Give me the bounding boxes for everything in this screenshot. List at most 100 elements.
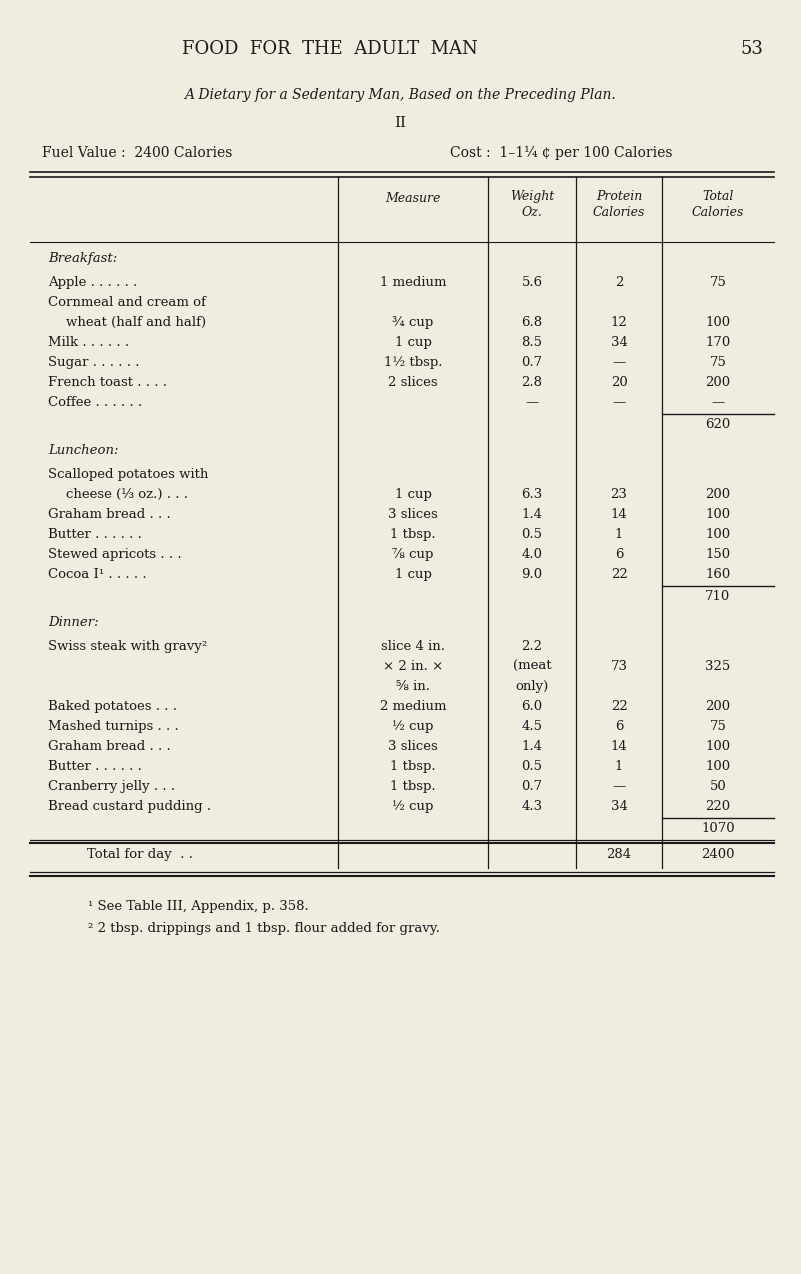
Text: Total
Calories: Total Calories: [692, 190, 744, 219]
Text: II: II: [394, 116, 406, 130]
Text: 6.0: 6.0: [521, 699, 542, 713]
Text: Baked potatoes . . .: Baked potatoes . . .: [48, 699, 177, 713]
Text: only): only): [515, 680, 549, 693]
Text: 1: 1: [615, 761, 623, 773]
Text: —: —: [711, 396, 725, 409]
Text: 170: 170: [706, 336, 731, 349]
Text: 1.4: 1.4: [521, 508, 542, 521]
Text: Graham bread . . .: Graham bread . . .: [48, 740, 171, 753]
Text: 1 cup: 1 cup: [395, 336, 432, 349]
Text: 22: 22: [610, 699, 627, 713]
Text: Stewed apricots . . .: Stewed apricots . . .: [48, 548, 182, 561]
Text: 6.8: 6.8: [521, 316, 542, 329]
Text: wheat (half and half): wheat (half and half): [66, 316, 206, 329]
Text: 200: 200: [706, 699, 731, 713]
Text: 12: 12: [610, 316, 627, 329]
Text: 5.6: 5.6: [521, 276, 542, 289]
Text: Total for day  . .: Total for day . .: [87, 848, 193, 861]
Text: 160: 160: [706, 568, 731, 581]
Text: A Dietary for a Sedentary Man, Based on the Preceding Plan.: A Dietary for a Sedentary Man, Based on …: [184, 88, 616, 102]
Text: 1½ tbsp.: 1½ tbsp.: [384, 355, 442, 369]
Text: Milk . . . . . .: Milk . . . . . .: [48, 336, 129, 349]
Text: 34: 34: [610, 800, 627, 813]
Text: Swiss steak with gravy²: Swiss steak with gravy²: [48, 640, 207, 654]
Text: 150: 150: [706, 548, 731, 561]
Text: 2 slices: 2 slices: [388, 376, 438, 389]
Text: 75: 75: [710, 720, 727, 733]
Text: 325: 325: [706, 660, 731, 673]
Text: —: —: [613, 780, 626, 792]
Text: 34: 34: [610, 336, 627, 349]
Text: 1 cup: 1 cup: [395, 488, 432, 501]
Text: Scalloped potatoes with: Scalloped potatoes with: [48, 468, 208, 482]
Text: 8.5: 8.5: [521, 336, 542, 349]
Text: 4.5: 4.5: [521, 720, 542, 733]
Text: 6: 6: [614, 548, 623, 561]
Text: Protein
Calories: Protein Calories: [593, 190, 645, 219]
Text: cheese (⅓ oz.) . . .: cheese (⅓ oz.) . . .: [66, 488, 188, 501]
Text: ⅞ cup: ⅞ cup: [392, 548, 433, 561]
Text: 2.8: 2.8: [521, 376, 542, 389]
Text: 2.2: 2.2: [521, 640, 542, 654]
Text: 220: 220: [706, 800, 731, 813]
Text: FOOD  FOR  THE  ADULT  MAN: FOOD FOR THE ADULT MAN: [182, 39, 478, 59]
Text: Butter . . . . . .: Butter . . . . . .: [48, 527, 142, 541]
Text: Mashed turnips . . .: Mashed turnips . . .: [48, 720, 179, 733]
Text: 2 medium: 2 medium: [380, 699, 446, 713]
Text: 73: 73: [610, 660, 627, 673]
Text: French toast . . . .: French toast . . . .: [48, 376, 167, 389]
Text: 2400: 2400: [701, 848, 735, 861]
Text: 100: 100: [706, 740, 731, 753]
Text: × 2 in. ×: × 2 in. ×: [383, 660, 443, 673]
Text: Fuel Value :  2400 Calories: Fuel Value : 2400 Calories: [42, 147, 232, 161]
Text: 100: 100: [706, 527, 731, 541]
Text: —: —: [613, 355, 626, 369]
Text: Coffee . . . . . .: Coffee . . . . . .: [48, 396, 143, 409]
Text: 6.3: 6.3: [521, 488, 542, 501]
Text: 20: 20: [610, 376, 627, 389]
Text: Butter . . . . . .: Butter . . . . . .: [48, 761, 142, 773]
Text: 100: 100: [706, 508, 731, 521]
Text: 1 tbsp.: 1 tbsp.: [390, 527, 436, 541]
Text: Weight
Oz.: Weight Oz.: [510, 190, 554, 219]
Text: ¾ cup: ¾ cup: [392, 316, 433, 329]
Text: 284: 284: [606, 848, 631, 861]
Text: Dinner:: Dinner:: [48, 617, 99, 629]
Text: Graham bread . . .: Graham bread . . .: [48, 508, 171, 521]
Text: Sugar . . . . . .: Sugar . . . . . .: [48, 355, 139, 369]
Text: ¹ See Table III, Appendix, p. 358.: ¹ See Table III, Appendix, p. 358.: [88, 899, 308, 913]
Text: Cocoa I¹ . . . . .: Cocoa I¹ . . . . .: [48, 568, 147, 581]
Text: ² 2 tbsp. drippings and 1 tbsp. flour added for gravy.: ² 2 tbsp. drippings and 1 tbsp. flour ad…: [88, 922, 440, 935]
Text: 0.7: 0.7: [521, 355, 542, 369]
Text: Bread custard pudding .: Bread custard pudding .: [48, 800, 211, 813]
Text: 0.5: 0.5: [521, 761, 542, 773]
Text: 9.0: 9.0: [521, 568, 542, 581]
Text: 14: 14: [610, 740, 627, 753]
Text: 200: 200: [706, 376, 731, 389]
Text: 2: 2: [615, 276, 623, 289]
Text: 4.3: 4.3: [521, 800, 542, 813]
Text: 200: 200: [706, 488, 731, 501]
Text: 100: 100: [706, 761, 731, 773]
Text: 6: 6: [614, 720, 623, 733]
Text: 3 slices: 3 slices: [388, 740, 438, 753]
Text: (meat: (meat: [513, 660, 551, 673]
Text: Breakfast:: Breakfast:: [48, 252, 117, 265]
Text: ½ cup: ½ cup: [392, 800, 433, 813]
Text: ⅝ in.: ⅝ in.: [396, 680, 430, 693]
Text: 22: 22: [610, 568, 627, 581]
Text: 3 slices: 3 slices: [388, 508, 438, 521]
Text: Cornmeal and cream of: Cornmeal and cream of: [48, 296, 206, 310]
Text: 1 tbsp.: 1 tbsp.: [390, 761, 436, 773]
Text: —: —: [613, 396, 626, 409]
Text: 0.5: 0.5: [521, 527, 542, 541]
Text: 620: 620: [706, 418, 731, 431]
Text: 0.7: 0.7: [521, 780, 542, 792]
Text: 75: 75: [710, 355, 727, 369]
Text: 50: 50: [710, 780, 727, 792]
Text: 23: 23: [610, 488, 627, 501]
Text: 100: 100: [706, 316, 731, 329]
Text: ½ cup: ½ cup: [392, 720, 433, 733]
Text: 1 cup: 1 cup: [395, 568, 432, 581]
Text: Apple . . . . . .: Apple . . . . . .: [48, 276, 138, 289]
